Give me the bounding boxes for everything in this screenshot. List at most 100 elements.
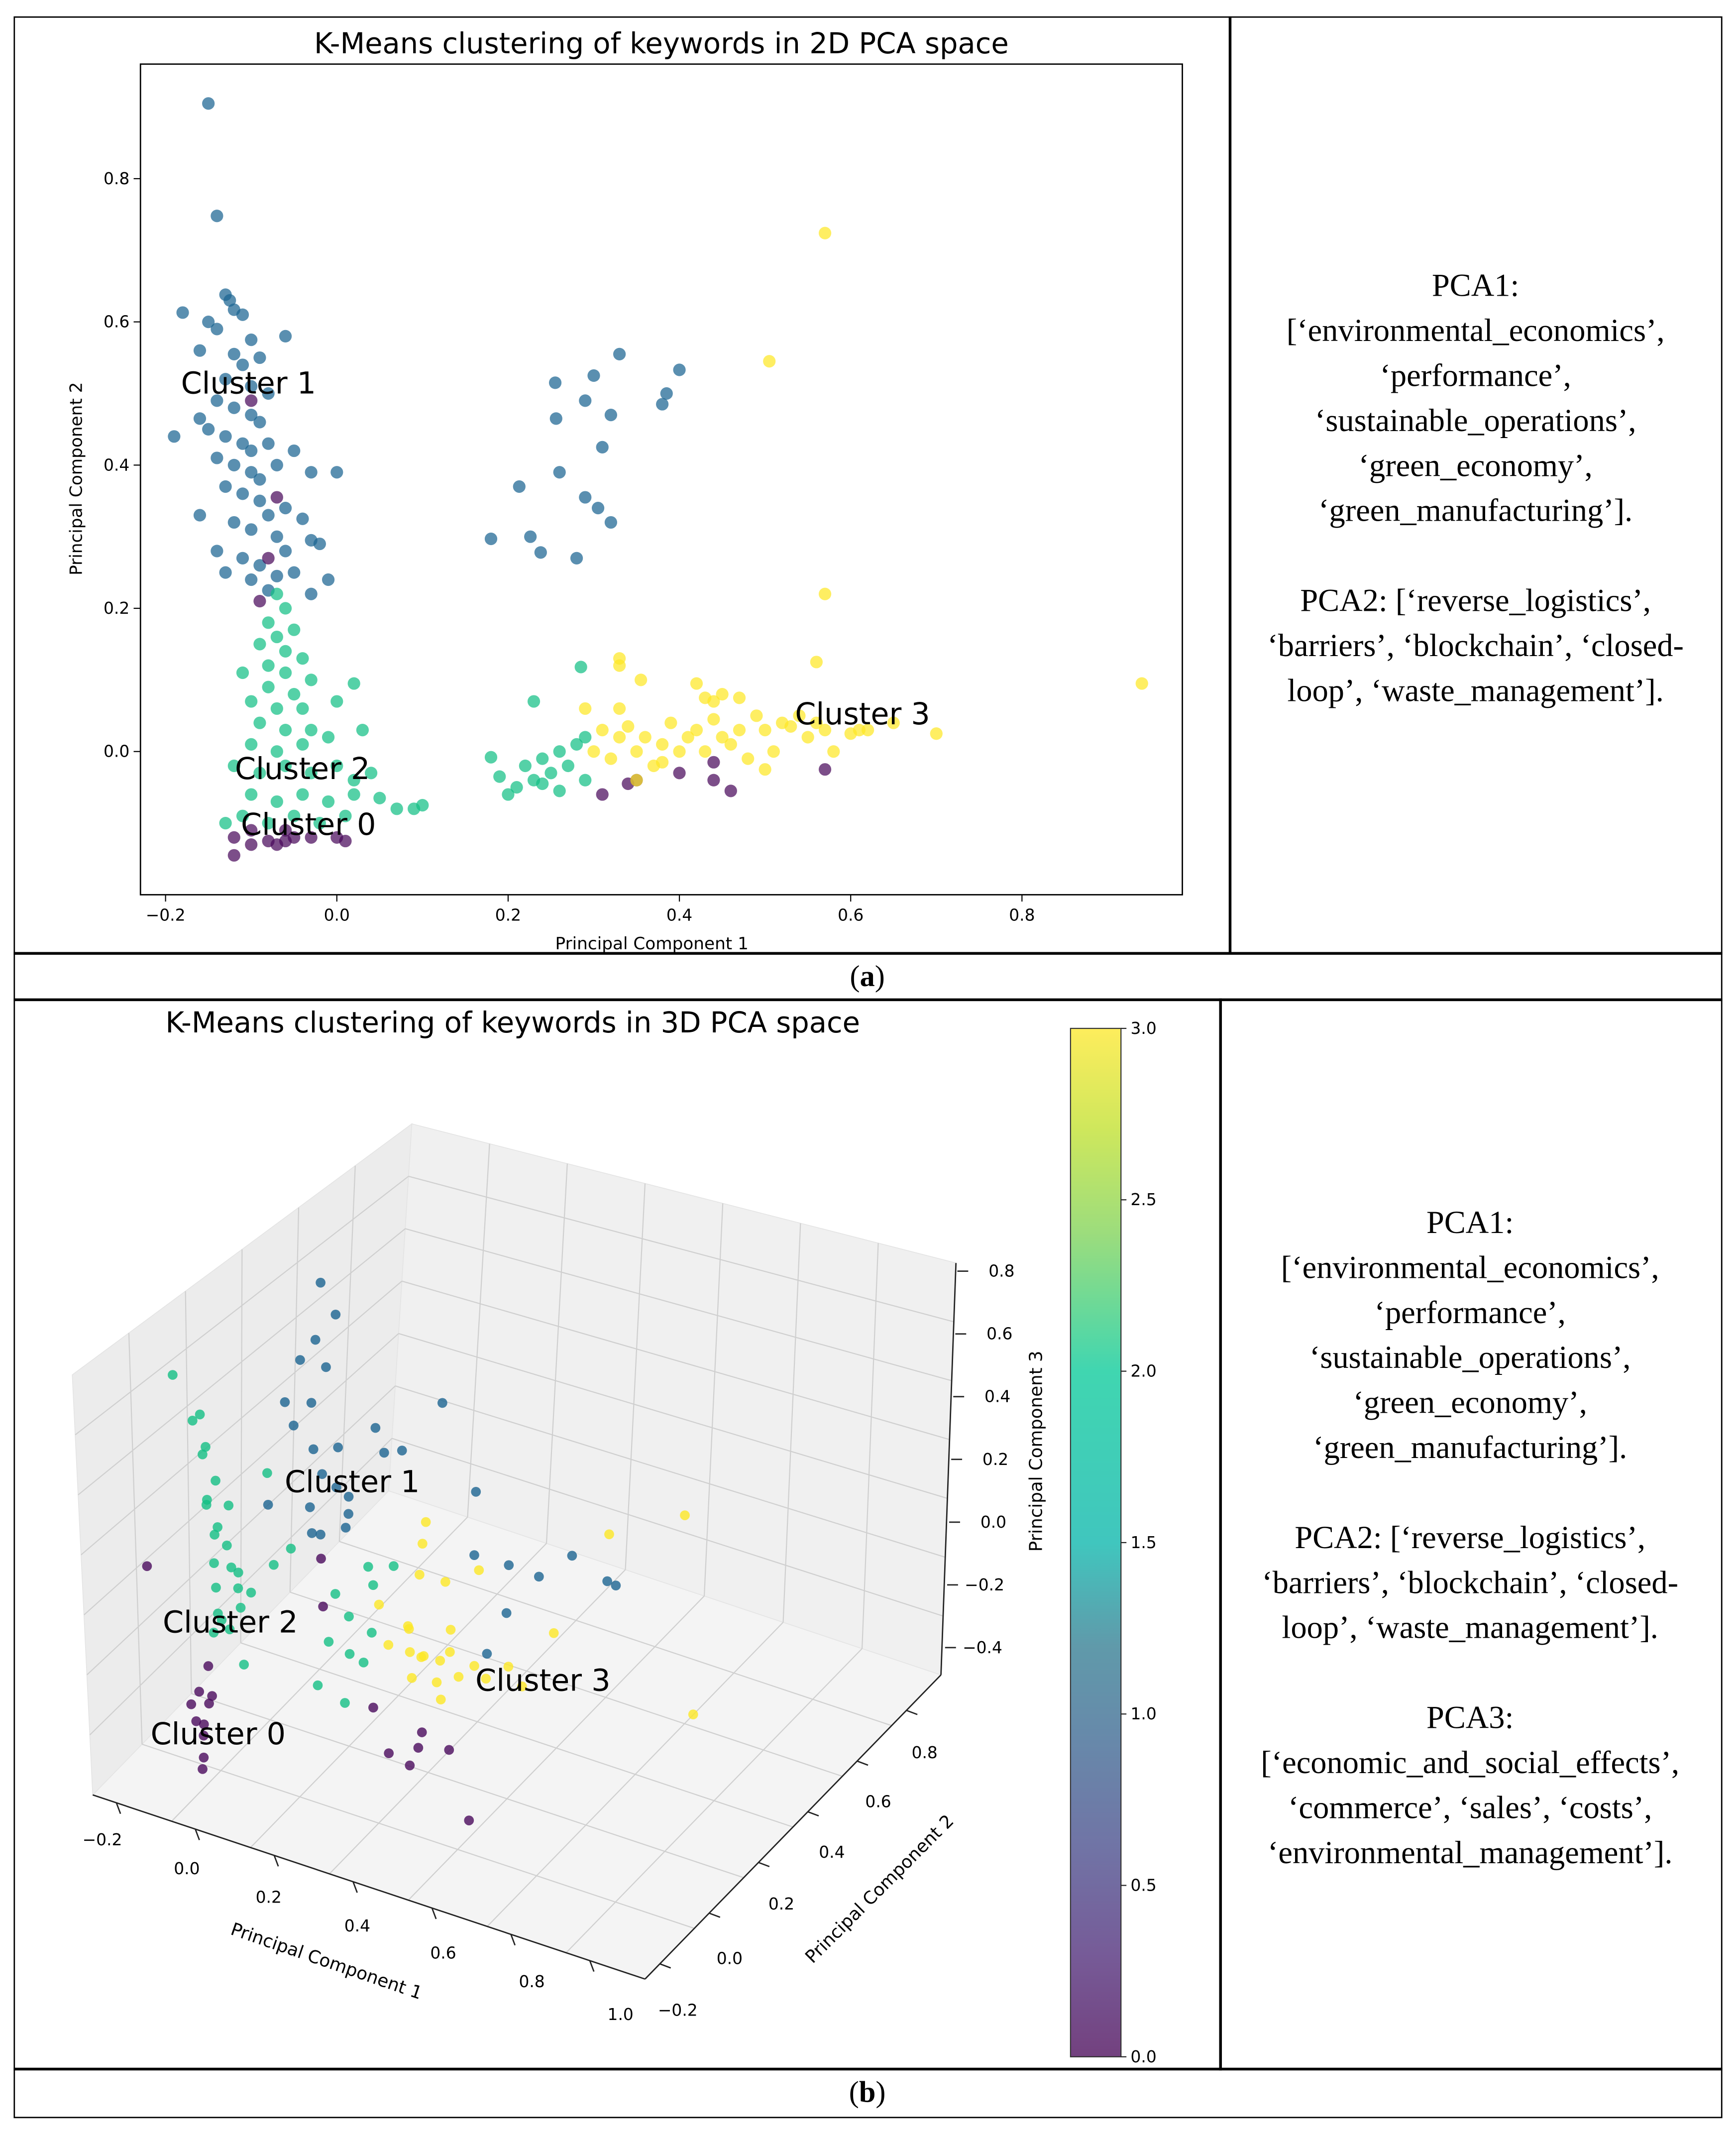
x-tick-mark: [431, 1908, 437, 1919]
grid-line: [290, 1591, 843, 1777]
point-cluster-2: [168, 1370, 178, 1380]
point-cluster-1: [501, 1608, 512, 1618]
y-tick-mark: [659, 1963, 671, 1969]
point-cluster-1: [296, 512, 309, 525]
point-cluster-2: [270, 630, 283, 644]
point-cluster-3: [862, 723, 874, 737]
grid-line: [289, 1207, 300, 1592]
grid-line: [392, 1438, 944, 1617]
cluster-label: Cluster 3: [795, 697, 930, 732]
point-cluster-2: [219, 816, 232, 830]
point-cluster-0: [339, 834, 352, 848]
point-cluster-2: [305, 723, 318, 737]
point-cluster-1: [227, 516, 240, 529]
y-axis-label: Principal Component 2: [66, 382, 86, 575]
point-cluster-1: [484, 532, 498, 546]
y-axis-label: Principal Component 2: [801, 1811, 958, 1968]
point-cluster-3: [613, 702, 626, 715]
point-cluster-0: [413, 1743, 424, 1753]
grid-line: [78, 1228, 406, 1495]
point-cluster-1: [202, 97, 215, 110]
point-cluster-1: [660, 387, 673, 400]
point-cluster-2: [253, 767, 266, 780]
point-cluster-1: [176, 306, 189, 319]
axes-3d: −0.2 0.0 0.2 0.4 0.6 0.8 1.0 −0.2 0.0 0.2 0.4 0.6 0.…: [83, 1261, 1015, 2024]
point-cluster-3: [622, 720, 635, 733]
point-cluster-1: [343, 1491, 354, 1502]
point-cluster-3: [604, 752, 618, 765]
point-cluster-1: [534, 546, 547, 559]
point-cluster-1: [567, 1551, 577, 1561]
point-cluster-1: [322, 573, 335, 586]
x-tick-label: 0.2: [256, 1887, 282, 1907]
grid-line: [339, 1541, 892, 1726]
plot-area: [139, 63, 1183, 896]
point-cluster-2: [288, 623, 301, 636]
point-cluster-1: [253, 494, 266, 507]
point-cluster-2: [279, 723, 292, 737]
x-tick-mark: [510, 1934, 516, 1946]
point-cluster-2: [502, 788, 515, 801]
point-cluster-2: [553, 785, 566, 797]
grid-line: [191, 1693, 744, 1879]
point-cluster-3: [383, 1640, 394, 1650]
point-cluster-0: [262, 552, 275, 564]
grid-line: [402, 1280, 950, 1440]
point-cluster-2: [574, 661, 587, 674]
point-cluster-3: [421, 1517, 431, 1527]
point-cluster-1: [340, 1523, 351, 1533]
point-cluster-3: [690, 677, 703, 690]
point-cluster-2: [363, 1562, 373, 1572]
point-cluster-1: [310, 1335, 321, 1345]
point-cluster-2: [344, 1611, 354, 1622]
point-cluster-3: [503, 1662, 514, 1672]
point-cluster-1: [253, 559, 266, 572]
point-cluster-1: [219, 373, 232, 386]
point-cluster-1: [553, 466, 566, 479]
point-cluster-1: [604, 516, 618, 529]
point-cluster-2: [279, 602, 292, 615]
point-cluster-1: [245, 444, 258, 457]
x-tick-label: 0.8: [1009, 905, 1035, 925]
grid-line: [625, 1183, 646, 1570]
point-cluster-1: [316, 1529, 326, 1540]
point-cluster-2: [365, 767, 378, 780]
colorbar: [1070, 1027, 1122, 2058]
point-cluster-2: [236, 666, 249, 679]
point-cluster-1: [289, 1420, 299, 1431]
annotations: Cluster 1 Cluster 2 Cluster 0 Cluster 3: [181, 366, 930, 842]
point-cluster-1: [524, 530, 537, 543]
point-cluster-0: [417, 1727, 427, 1737]
colorbar-tick-label: 3.0: [1130, 1018, 1156, 1038]
figure-frame: [13, 16, 1723, 2119]
point-cluster-0: [198, 1764, 208, 1774]
point-cluster-1: [245, 573, 258, 586]
x-tick-label: 0.4: [666, 905, 692, 925]
point-cluster-3: [716, 688, 729, 701]
grid-line: [83, 1333, 399, 1615]
colorbar-ticks: 3.0 2.5 2.0 1.5 1.0 0.5 0.0: [1121, 1018, 1157, 2066]
point-cluster-3: [688, 1709, 698, 1719]
point-cluster-1: [504, 1560, 514, 1571]
point-cluster-1: [245, 333, 258, 346]
colorbar-tick-label: 2.0: [1130, 1361, 1156, 1381]
x-tick-label: 0.6: [430, 1943, 456, 1963]
point-cluster-1: [611, 1580, 621, 1590]
y-tick-label: 0.2: [104, 598, 129, 618]
point-cluster-3: [793, 709, 806, 722]
point-cluster-1: [253, 473, 266, 486]
y-axis-line: [645, 1674, 942, 1980]
point-cluster-1: [534, 1572, 544, 1582]
point-cluster-2: [270, 745, 283, 758]
point-cluster-1: [370, 1423, 381, 1433]
chart-title: K-Means clustering of keywords in 2D PCA…: [314, 27, 1009, 60]
point-cluster-0: [596, 788, 609, 801]
point-cluster-1: [656, 398, 669, 411]
point-cluster-3: [453, 1672, 464, 1682]
point-cluster-2: [527, 695, 541, 708]
point-cluster-2: [570, 738, 583, 751]
cluster-label: Cluster 0: [151, 1717, 286, 1752]
point-cluster-3: [432, 1677, 442, 1687]
point-cluster-0: [707, 756, 720, 769]
point-cluster-3: [416, 1652, 427, 1662]
